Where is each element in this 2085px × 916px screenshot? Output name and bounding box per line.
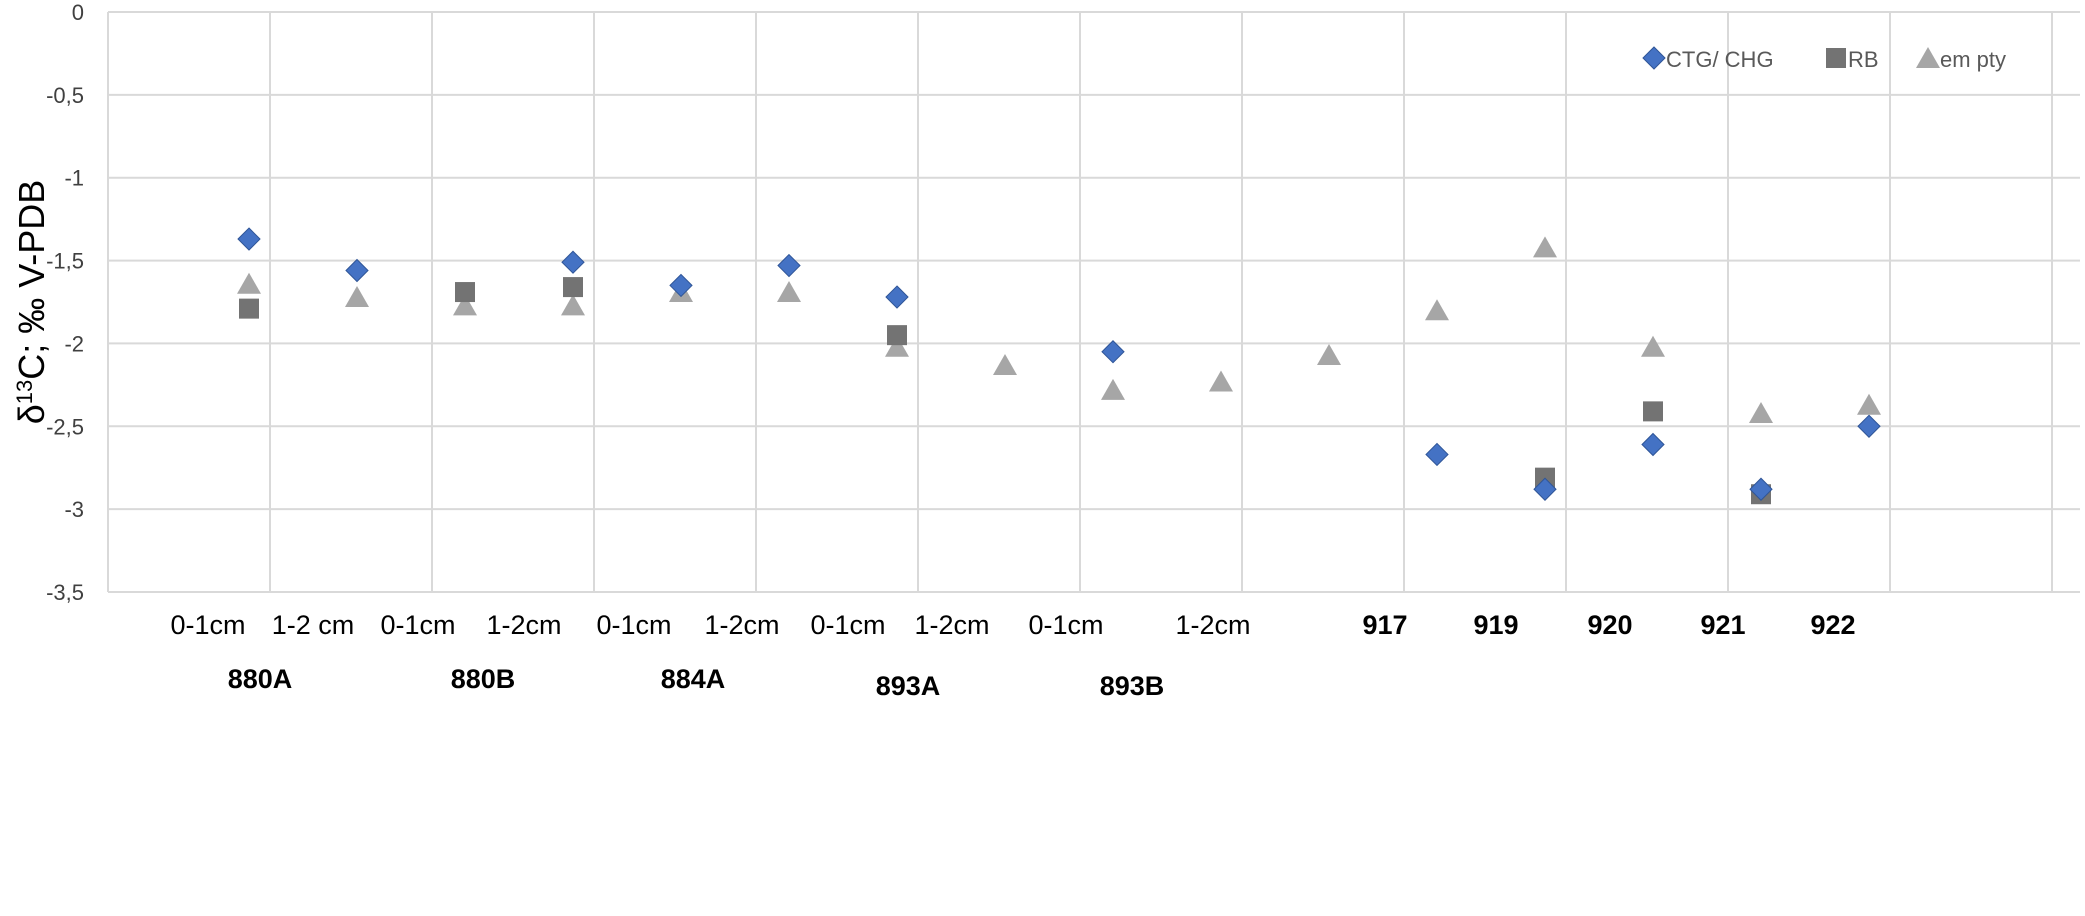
x-category-label: 1-2cm	[486, 610, 561, 640]
y-tick-label: -0,5	[46, 83, 84, 108]
x-category-label: 919	[1473, 610, 1518, 640]
x-category-label: 920	[1587, 610, 1632, 640]
y-axis-label: δ13C; ‰ V-PDB	[11, 180, 52, 425]
point-diamond	[669, 273, 693, 298]
point-triangle	[1317, 344, 1341, 366]
y-tick-label: -2	[64, 331, 84, 356]
legend-label: CTG/ CHG	[1666, 47, 1774, 72]
x-group-label: 893A	[876, 671, 941, 701]
y-tick-label: -3	[64, 497, 84, 522]
point-triangle	[1209, 370, 1233, 392]
point-diamond	[885, 285, 909, 309]
point-diamond	[777, 253, 801, 278]
y-tick-label: -1	[64, 166, 84, 191]
point-diamond	[1101, 340, 1125, 364]
legend-marker-diamond	[1642, 46, 1666, 70]
point-diamond	[345, 258, 369, 283]
point-triangle	[1749, 402, 1773, 424]
x-category-label: 921	[1700, 610, 1745, 640]
x-category-label: 1-2cm	[914, 610, 989, 640]
grid-lines	[107, 11, 2080, 593]
x-group-label: 884A	[661, 664, 726, 694]
point-triangle	[777, 281, 801, 303]
point-diamond	[1641, 432, 1665, 457]
point-triangle	[1857, 393, 1881, 415]
point-triangle	[885, 335, 909, 357]
y-axis-ticks: 0 -0,5 -1 -1,5 -2 -2,5 -3 -3,5	[46, 0, 84, 605]
legend: CTG/ CHG RB em pty	[1642, 46, 2006, 72]
y-tick-label: 0	[72, 0, 84, 25]
point-triangle	[561, 294, 585, 316]
x-category-label: 0-1cm	[596, 610, 671, 640]
legend-marker-triangle	[1916, 47, 1940, 68]
x-category-label: 0-1cm	[380, 610, 455, 640]
point-diamond	[237, 227, 261, 251]
legend-marker-square	[1826, 48, 1846, 68]
point-diamond	[1533, 477, 1557, 501]
point-square	[455, 282, 475, 303]
x-group-label: 893B	[1100, 671, 1165, 701]
legend-label: RB	[1848, 47, 1879, 72]
x-axis-group-labels: 880A 880B 884A 893A 893B	[228, 664, 1165, 701]
x-category-label: 0-1cm	[170, 610, 245, 640]
x-category-label: 922	[1810, 610, 1855, 640]
data-points	[237, 227, 1881, 505]
point-triangle	[993, 353, 1017, 375]
x-category-label: 917	[1362, 610, 1407, 640]
point-diamond	[1425, 442, 1449, 467]
x-category-label: 0-1cm	[810, 610, 885, 640]
y-tick-label: -2,5	[46, 414, 84, 439]
legend-label: em pty	[1940, 47, 2006, 72]
x-category-label: 0-1cm	[1028, 610, 1103, 640]
point-square	[887, 325, 907, 346]
point-diamond	[1857, 414, 1881, 438]
point-diamond	[1749, 477, 1773, 501]
x-group-label: 880B	[451, 664, 516, 694]
x-category-label: 1-2cm	[704, 610, 779, 640]
point-triangle	[345, 286, 369, 308]
point-triangle	[237, 272, 261, 294]
y-tick-label: -3,5	[46, 580, 84, 605]
x-group-label: 880A	[228, 664, 293, 694]
point-triangle	[453, 294, 477, 316]
point-triangle	[1533, 236, 1557, 258]
point-square	[239, 298, 259, 319]
point-square	[1643, 401, 1663, 422]
point-square	[563, 277, 583, 298]
point-diamond	[561, 250, 585, 274]
point-triangle	[1101, 378, 1125, 400]
x-category-label: 1-2 cm	[272, 610, 355, 640]
x-category-label: 1-2cm	[1175, 610, 1250, 640]
point-triangle	[1425, 299, 1449, 321]
y-tick-label: -1,5	[46, 249, 84, 274]
point-triangle	[1641, 335, 1665, 357]
x-axis-labels: 0-1cm 1-2 cm 0-1cm 1-2cm 0-1cm 1-2cm 0-1cm 1-2c…	[170, 610, 1855, 640]
